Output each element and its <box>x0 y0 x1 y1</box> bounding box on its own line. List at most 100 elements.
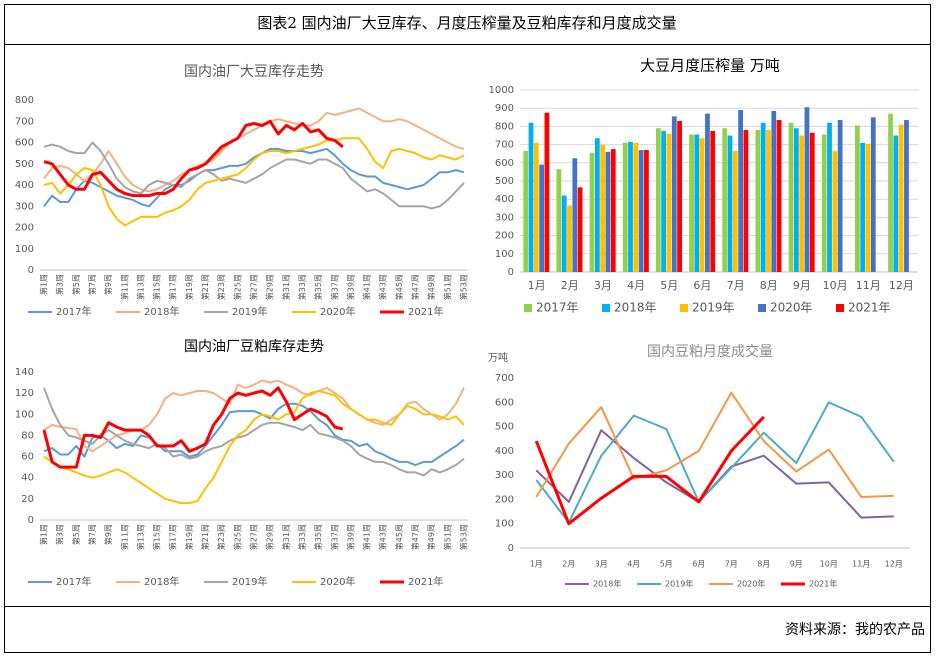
x-tick-label: 第33周 <box>297 524 307 550</box>
bar <box>793 128 799 272</box>
x-tick-label: 第37周 <box>329 524 339 550</box>
series-line <box>534 415 765 526</box>
bar <box>671 116 677 272</box>
bar <box>544 112 550 272</box>
legend-label: 2020年 <box>320 305 355 318</box>
x-tick-label: 第9周 <box>103 524 113 545</box>
x-tick-label: 第47周 <box>410 274 420 300</box>
x-tick-label: 第11周 <box>119 274 129 300</box>
x-tick-label: 7月 <box>725 560 738 569</box>
legend-label: 2021年 <box>408 305 443 318</box>
x-tick-label: 第23周 <box>216 524 226 550</box>
page-title: 图表2 国内油厂大豆库存、月度压榨量及豆粕库存和月度成交量 <box>257 14 676 32</box>
x-tick-label: 3月 <box>595 560 608 569</box>
x-tick-label: 第35周 <box>313 524 323 550</box>
series-line <box>43 137 465 227</box>
legend-label: 2021年 <box>848 301 891 315</box>
bar <box>710 130 716 272</box>
x-tick-label: 7月 <box>727 279 745 292</box>
legend-label: 2017年 <box>56 305 91 318</box>
bar <box>694 134 700 272</box>
y-tick-label: 120 <box>15 388 34 399</box>
x-tick-label: 第7周 <box>87 524 97 545</box>
x-tick-label: 第39周 <box>345 524 355 550</box>
source: 资料来源：我的农产品 <box>785 622 925 638</box>
x-tick-label: 第11周 <box>119 524 129 550</box>
x-tick-label: 第53周 <box>458 274 468 300</box>
bar <box>766 130 771 272</box>
bar <box>870 117 876 272</box>
x-tick-label: 3月 <box>594 279 612 292</box>
y-tick-label: 0 <box>28 265 34 276</box>
series-line <box>535 401 895 524</box>
x-tick-label: 第17周 <box>168 524 178 550</box>
y-tick-label: 800 <box>495 121 514 132</box>
x-tick-label: 10月 <box>823 279 848 292</box>
x-tick-label: 第31周 <box>281 524 291 550</box>
y-tick-label: 40 <box>21 473 34 484</box>
bar <box>589 152 595 272</box>
bar <box>600 144 606 272</box>
x-tick-label: 第29周 <box>265 274 275 300</box>
x-tick-label: 6月 <box>693 279 711 292</box>
bar <box>561 195 567 272</box>
x-tick-label: 第31周 <box>281 274 291 300</box>
legend-label: 2020年 <box>737 579 765 589</box>
bar <box>594 138 600 272</box>
bar <box>605 151 611 272</box>
bar <box>732 150 738 272</box>
legend-label: 2017年 <box>56 575 91 588</box>
x-tick-label: 第49周 <box>426 524 436 550</box>
y-tick-label: 80 <box>21 430 34 441</box>
y-tick-label: 700 <box>495 373 514 384</box>
bar <box>743 130 749 272</box>
bar <box>727 135 733 272</box>
y-tick-label: 300 <box>495 470 514 481</box>
legend-swatch <box>758 304 766 312</box>
bar <box>755 130 761 272</box>
x-tick-label: 第45周 <box>394 524 404 550</box>
bar <box>539 164 545 272</box>
x-tick-label: 第51周 <box>442 524 452 550</box>
y-tick-label: 400 <box>495 446 514 457</box>
legend-label: 2020年 <box>770 301 813 315</box>
x-tick-label: 第37周 <box>329 274 339 300</box>
bar <box>788 122 794 272</box>
x-tick-label: 第1周 <box>39 274 49 295</box>
series-line <box>43 147 465 208</box>
bar <box>655 128 661 272</box>
bar <box>809 132 815 272</box>
bar <box>904 120 909 272</box>
x-tick-label: 第13周 <box>135 524 145 550</box>
x-tick-label: 第21周 <box>200 274 210 300</box>
bar <box>556 169 562 272</box>
x-tick-label: 第5周 <box>71 524 81 545</box>
bar <box>533 142 539 272</box>
bar <box>832 150 838 272</box>
y-tick-label: 100 <box>15 244 34 255</box>
bar <box>628 141 633 272</box>
y-tick-label: 200 <box>495 494 514 505</box>
x-tick-label: 第9周 <box>103 274 113 295</box>
x-tick-label: 第13周 <box>135 274 145 300</box>
bar <box>865 143 871 272</box>
x-tick-label: 1月 <box>528 279 546 292</box>
x-tick-label: 第43周 <box>378 524 388 550</box>
x-tick-label: 10月 <box>820 560 838 569</box>
legend-label: 2019年 <box>232 305 267 318</box>
legend-label: 2017年 <box>536 301 579 315</box>
x-tick-label: 5月 <box>660 560 673 569</box>
x-tick-label: 第45周 <box>394 274 404 300</box>
legend-label: 2018年 <box>593 579 621 589</box>
bar <box>689 134 694 272</box>
bar <box>572 158 578 272</box>
x-tick-label: 2月 <box>561 279 579 292</box>
x-tick-label: 第1周 <box>39 524 49 545</box>
x-tick-label: 第33周 <box>297 274 307 300</box>
y-tick-label: 100 <box>495 249 514 260</box>
legend-label: 2021年 <box>809 579 837 589</box>
x-tick-label: 12月 <box>889 279 914 292</box>
x-tick-label: 第35周 <box>313 274 323 300</box>
series-line <box>43 119 344 198</box>
x-tick-label: 第43周 <box>378 274 388 300</box>
